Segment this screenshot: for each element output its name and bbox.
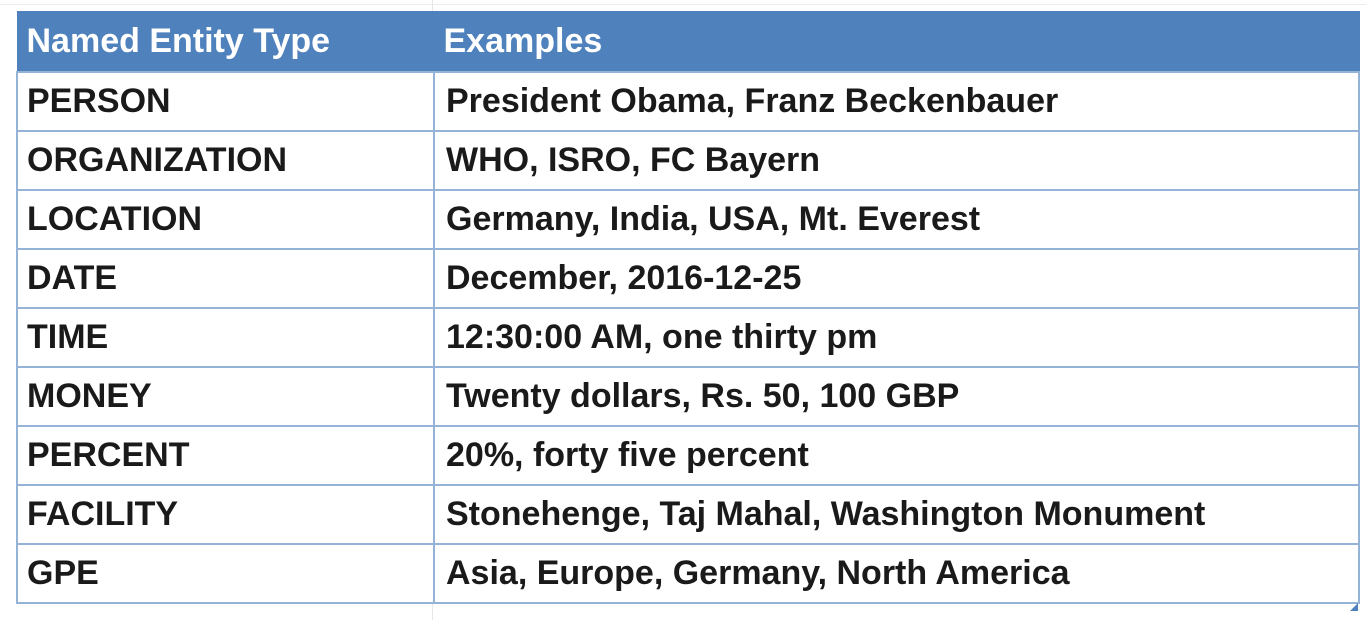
entity-type-cell[interactable]: PERCENT: [16, 425, 435, 486]
entity-type-cell[interactable]: MONEY: [16, 366, 435, 427]
entity-type-cell[interactable]: PERSON: [16, 71, 435, 132]
entity-type-cell[interactable]: LOCATION: [16, 189, 435, 250]
entity-type-cell[interactable]: GPE: [16, 543, 435, 604]
table-row: FACILITY Stonehenge, Taj Mahal, Washingt…: [16, 484, 1360, 545]
examples-cell[interactable]: 12:30:00 AM, one thirty pm: [433, 307, 1360, 368]
examples-cell[interactable]: WHO, ISRO, FC Bayern: [433, 130, 1360, 191]
examples-cell[interactable]: President Obama, Franz Beckenbauer: [433, 71, 1360, 132]
table-row: DATE December, 2016-12-25: [16, 248, 1360, 309]
table-row: MONEY Twenty dollars, Rs. 50, 100 GBP: [16, 366, 1360, 427]
examples-cell[interactable]: December, 2016-12-25: [433, 248, 1360, 309]
column-header-entity-type[interactable]: Named Entity Type: [16, 11, 435, 73]
table-row: TIME 12:30:00 AM, one thirty pm: [16, 307, 1360, 368]
examples-cell[interactable]: Twenty dollars, Rs. 50, 100 GBP: [433, 366, 1360, 427]
entity-type-cell[interactable]: DATE: [16, 248, 435, 309]
entity-type-cell[interactable]: ORGANIZATION: [16, 130, 435, 191]
entity-type-cell[interactable]: FACILITY: [16, 484, 435, 545]
table-row: ORGANIZATION WHO, ISRO, FC Bayern: [16, 130, 1360, 191]
table-header-row: Named Entity Type Examples: [16, 11, 1360, 73]
table-row: PERSON President Obama, Franz Beckenbaue…: [16, 71, 1360, 132]
table-row: GPE Asia, Europe, Germany, North America: [16, 543, 1360, 604]
named-entity-table: Named Entity Type Examples PERSON Presid…: [16, 11, 1360, 604]
examples-cell[interactable]: Germany, India, USA, Mt. Everest: [433, 189, 1360, 250]
examples-cell[interactable]: Stonehenge, Taj Mahal, Washington Monume…: [433, 484, 1360, 545]
table-row: PERCENT 20%, forty five percent: [16, 425, 1360, 486]
entity-type-cell[interactable]: TIME: [16, 307, 435, 368]
gridline: [0, 4, 1366, 5]
column-header-examples[interactable]: Examples: [433, 11, 1360, 73]
examples-cell[interactable]: 20%, forty five percent: [433, 425, 1360, 486]
examples-cell[interactable]: Asia, Europe, Germany, North America: [433, 543, 1360, 604]
table-resize-handle-icon[interactable]: [1350, 603, 1358, 611]
table-row: LOCATION Germany, India, USA, Mt. Everes…: [16, 189, 1360, 250]
